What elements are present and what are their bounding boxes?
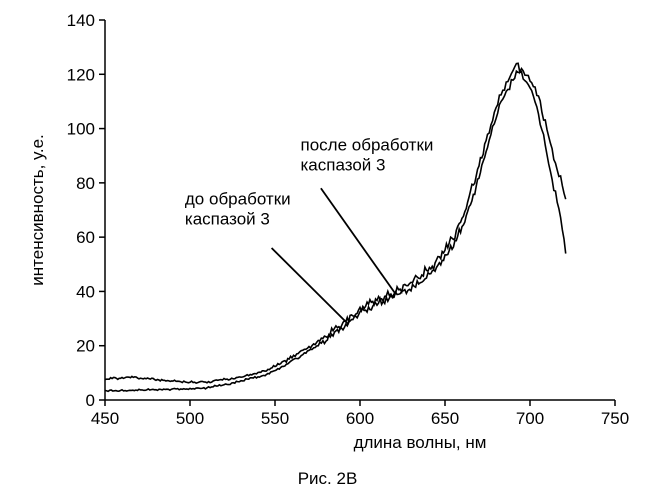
x-tick-label: 600: [346, 409, 374, 428]
series-before: [105, 71, 566, 391]
y-tick-label: 40: [76, 282, 95, 301]
x-tick-label: 500: [176, 409, 204, 428]
y-tick-label: 120: [67, 65, 95, 84]
spectrum-chart: 0 20 40 60 80 100 120 140 450 500 550 600 650 700 750 и…: [0, 0, 655, 500]
y-tick-label: 140: [67, 11, 95, 30]
y-tick-label: 80: [76, 174, 95, 193]
after-label-leader: [321, 188, 396, 294]
before-label-leader: [272, 248, 349, 324]
y-tick-label: 100: [67, 120, 95, 139]
x-tick-label: 650: [431, 409, 459, 428]
after-label-text: после обработки: [301, 135, 434, 154]
y-tick-label: 20: [76, 337, 95, 356]
x-tick-label: 700: [516, 409, 544, 428]
x-tick-label: 550: [261, 409, 289, 428]
y-axis-label: интенсивность, у.е.: [28, 134, 47, 285]
before-label-text: каспазой 3: [185, 210, 270, 229]
x-tick-label: 750: [601, 409, 629, 428]
y-tick-label: 60: [76, 228, 95, 247]
x-axis-label: длина волны, нм: [354, 433, 487, 452]
after-label-text: каспазой 3: [301, 155, 386, 174]
figure-caption: Рис. 2В: [298, 469, 358, 488]
x-tick-label: 450: [91, 409, 119, 428]
chart-svg: 0 20 40 60 80 100 120 140 450 500 550 600 650 700 750 и…: [0, 0, 655, 500]
before-label-text: до обработки: [185, 190, 291, 209]
series-after: [105, 63, 566, 383]
y-tick-label: 0: [86, 391, 95, 410]
